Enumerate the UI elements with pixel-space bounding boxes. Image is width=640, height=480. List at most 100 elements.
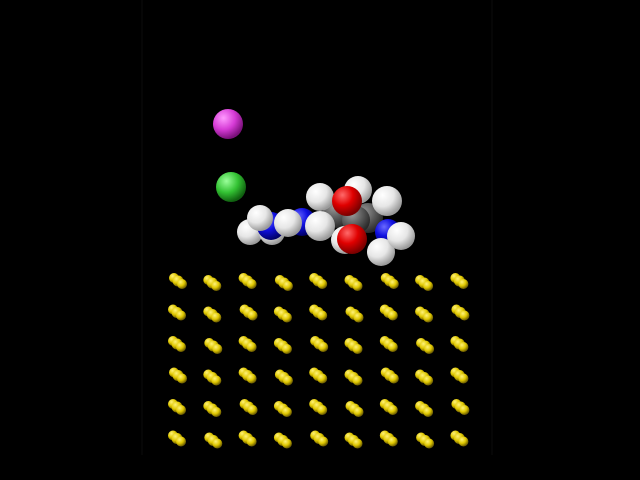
gold-atom-pair <box>274 275 293 291</box>
gold-atom-pair <box>450 430 469 447</box>
gold-atom <box>387 436 398 447</box>
gold-atom-pair <box>309 399 328 415</box>
gold-atom <box>282 281 293 291</box>
magenta-ion-atom <box>213 109 243 139</box>
gold-atom-pair <box>415 306 434 323</box>
gold-atom-pair <box>238 430 257 447</box>
gold-atom-pair <box>238 273 257 289</box>
gold-atom <box>317 310 328 321</box>
gold-atom <box>423 375 434 386</box>
gold-atom-pair <box>274 369 293 386</box>
gold-atom <box>281 407 292 417</box>
gold-atom-pair <box>450 367 469 384</box>
gold-atom <box>458 373 469 384</box>
gold-atom <box>281 344 292 354</box>
gold-atom-pair <box>379 399 398 415</box>
gold-atom-pair <box>310 430 329 447</box>
hydrogen-atom <box>372 186 402 216</box>
gold-atom-pair <box>344 338 363 354</box>
hydrogen-atom <box>306 183 334 211</box>
oxygen-atom <box>337 224 367 254</box>
gold-atom <box>177 373 187 384</box>
gold-atom <box>211 407 222 417</box>
gold-atom <box>423 407 434 417</box>
gold-atom <box>458 342 469 352</box>
gold-atom <box>353 407 364 417</box>
gold-atom <box>352 281 363 291</box>
gold-atom-pair <box>204 432 223 449</box>
green-ion-atom <box>216 172 246 202</box>
gold-atom <box>212 438 223 449</box>
gold-atom <box>176 342 186 352</box>
gold-atom <box>387 342 398 352</box>
gold-atom-pair <box>309 273 328 289</box>
gold-atom-pair <box>450 273 469 289</box>
gold-atom <box>387 405 398 415</box>
gold-atom <box>424 344 435 354</box>
gold-atom-pair <box>344 275 363 291</box>
gold-atom <box>317 279 328 289</box>
gold-atom-pair <box>203 306 222 323</box>
gold-atom <box>247 310 258 321</box>
gold-atom <box>246 436 257 447</box>
gold-atom <box>317 373 328 384</box>
gold-atom <box>317 405 328 415</box>
gold-atom-pair <box>345 401 364 417</box>
gold-atom-pair <box>168 399 186 415</box>
gold-atom <box>177 279 187 289</box>
gold-atom <box>424 438 435 449</box>
hydrogen-atom <box>367 238 395 266</box>
gold-atom-pair <box>238 367 257 384</box>
gold-atom <box>176 405 186 415</box>
gold-atom <box>318 436 329 447</box>
gold-atom-pair <box>345 306 364 323</box>
gold-atom-pair <box>450 336 469 352</box>
gold-atom-pair <box>203 369 222 386</box>
gold-atom <box>176 310 186 321</box>
gold-atom-pair <box>379 304 398 321</box>
hydrogen-atom <box>247 205 273 231</box>
gold-atom <box>212 344 223 354</box>
gold-atom <box>281 312 292 323</box>
gold-atom-pair <box>379 336 398 352</box>
gold-atom-pair <box>273 432 292 449</box>
gold-atom <box>211 281 222 291</box>
gold-atom-pair <box>451 399 470 415</box>
gold-atom-pair <box>203 275 222 291</box>
gold-atom <box>247 405 258 415</box>
gold-atom-pair <box>273 401 292 417</box>
gold-atom-pair <box>204 338 223 354</box>
gold-atom <box>352 375 363 386</box>
gold-atom-pair <box>238 336 257 352</box>
hydrogen-atom <box>387 222 415 250</box>
gold-atom <box>246 279 257 289</box>
gold-atom <box>388 373 399 384</box>
gold-atom <box>423 281 434 291</box>
gold-atom <box>352 344 363 354</box>
gold-atom-pair <box>309 304 328 321</box>
gold-atom <box>352 438 363 449</box>
gold-surface <box>168 273 470 449</box>
gold-atom <box>353 312 364 323</box>
gold-atom-pair <box>416 432 435 449</box>
gold-atom <box>211 375 222 386</box>
gold-atom-pair <box>309 367 328 384</box>
gold-atom-pair <box>169 367 187 384</box>
gold-atom <box>423 312 434 323</box>
gold-atom <box>458 279 469 289</box>
gold-atom-pair <box>310 336 329 352</box>
oxygen-atom <box>332 186 362 216</box>
gold-atom-pair <box>344 432 363 449</box>
gold-atom-pair <box>415 275 434 291</box>
gold-atom-pair <box>415 369 434 386</box>
gold-atom-pair <box>168 304 186 321</box>
gold-atom-pair <box>415 401 434 417</box>
gold-atom-pair <box>273 338 292 354</box>
gold-atom <box>176 436 186 447</box>
gold-atom-pair <box>239 399 258 415</box>
gold-atom-pair <box>379 430 398 447</box>
gold-atom <box>246 342 257 352</box>
cell-outline <box>141 0 493 455</box>
gold-atom <box>211 312 222 323</box>
